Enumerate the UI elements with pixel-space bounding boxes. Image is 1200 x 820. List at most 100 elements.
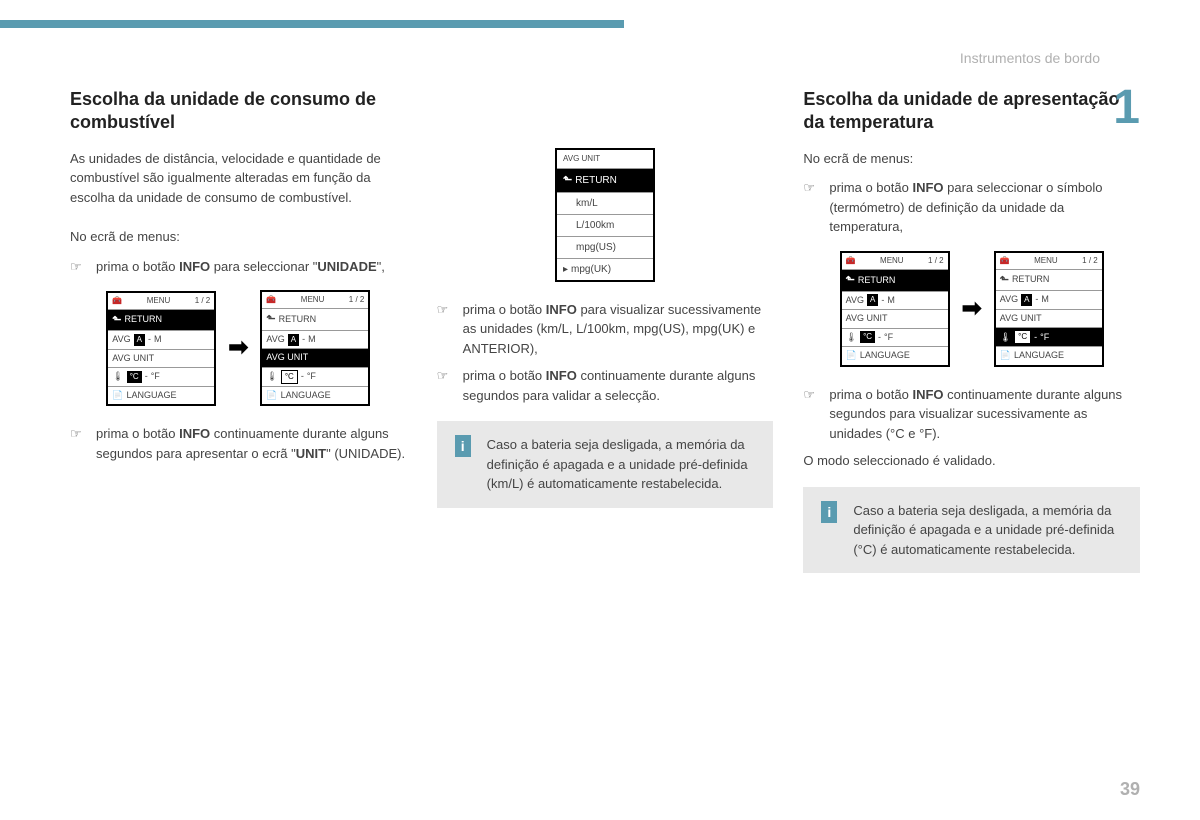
pointer-icon: ☞	[803, 178, 817, 237]
lcd-return: RETURN	[1012, 273, 1050, 287]
pointer-icon: ☞	[70, 257, 84, 277]
top-accent-bar	[0, 20, 624, 28]
bullet-text: prima o botão INFO para seleccionar o sí…	[829, 178, 1140, 237]
lcd-label: AVG UNIT	[1000, 312, 1042, 326]
info-icon: i	[455, 435, 471, 457]
lcd-return: RETURN	[575, 173, 617, 188]
lcd-screens-row: 🧰MENU1 / 2 ⬑RETURN AVG A - M AVG UNIT 🌡 …	[803, 251, 1140, 367]
lcd-label: AVG	[266, 333, 284, 347]
triangle-marker-icon: ▸	[563, 262, 568, 277]
lcd-box: A	[1021, 294, 1032, 306]
text: prima o botão	[96, 259, 179, 274]
bullet-item: ☞ prima o botão INFO para seleccionar "U…	[70, 257, 407, 277]
bullet-text: prima o botão INFO continuamente durante…	[463, 366, 774, 405]
lcd-label: MENU	[1034, 255, 1058, 267]
return-arrow-icon: ⬑	[266, 311, 275, 328]
lcd-label: °F	[151, 370, 160, 384]
lcd-page: 1 / 2	[195, 295, 211, 307]
lcd-box: A	[134, 334, 145, 346]
lcd-box: °C	[127, 371, 142, 383]
return-arrow-icon: ⬑	[112, 312, 121, 329]
lcd-label: AVG	[1000, 293, 1018, 307]
text: ",	[377, 259, 385, 274]
lcd-label: M	[887, 294, 895, 308]
bold-text: INFO	[912, 387, 943, 402]
lcd-label: LANGUAGE	[1014, 349, 1064, 363]
lcd-menu-screen: 🧰MENU1 / 2 ⬑RETURN AVG A - M AVG UNIT 🌡 …	[106, 291, 216, 407]
page-number: 39	[1120, 779, 1140, 800]
bullet-item: ☞ prima o botão INFO continuamente duran…	[437, 366, 774, 405]
lcd-page: 1 / 2	[928, 255, 944, 267]
lcd-box: A	[867, 294, 878, 306]
text: prima o botão	[96, 426, 179, 441]
heading-temp-unit: Escolha da unidade de apresentação da te…	[803, 88, 1140, 135]
lcd-menu-screen: 🧰MENU1 / 2 ⬑RETURN AVG A - M AVG UNIT 🌡 …	[840, 251, 950, 367]
lcd-label: LANGUAGE	[281, 389, 331, 403]
toolbox-icon: 🧰	[266, 294, 276, 306]
final-text: O modo seleccionado é validado.	[803, 451, 1140, 471]
pointer-icon: ☞	[70, 424, 84, 463]
lcd-unit-screen: AVG UNIT ⬑RETURN km/L L/100km mpg(US) ▸m…	[555, 148, 655, 282]
lcd-label: MENU	[147, 295, 171, 307]
lcd-box: °C	[281, 370, 298, 384]
bullet-item: ☞ prima o botão INFO para seleccionar o …	[803, 178, 1140, 237]
text: prima o botão	[829, 387, 912, 402]
toolbox-icon: 🧰	[1000, 255, 1010, 267]
lcd-label: °F	[884, 331, 893, 345]
lcd-label: MENU	[880, 255, 904, 267]
bold-text: INFO	[546, 368, 577, 383]
chapter-number: 1	[1113, 80, 1140, 135]
lcd-menu-screen: 🧰MENU1 / 2 ⬑RETURN AVG A - M AVG UNIT 🌡 …	[260, 290, 370, 406]
text: prima o botão	[463, 368, 546, 383]
bullet-item: ☞ prima o botão INFO continuamente duran…	[803, 385, 1140, 444]
bold-text: INFO	[179, 426, 210, 441]
intro-text: As unidades de distância, velocidade e q…	[70, 149, 407, 208]
section-label: Instrumentos de bordo	[960, 50, 1100, 66]
lcd-label: °F	[1040, 331, 1049, 345]
bullet-text: prima o botão INFO continuamente durante…	[829, 385, 1140, 444]
lcd-option: L/100km	[576, 218, 614, 233]
lcd-label: AVG UNIT	[563, 153, 600, 165]
lcd-option: mpg(UK)	[571, 262, 611, 277]
lcd-screens-row: AVG UNIT ⬑RETURN km/L L/100km mpg(US) ▸m…	[437, 148, 774, 282]
column-fuel-unit: Escolha da unidade de consumo de combust…	[70, 88, 407, 573]
arrow-right-icon: ➡	[962, 291, 982, 327]
bold-text: UNIT	[296, 446, 326, 461]
language-icon: 📄	[112, 389, 123, 403]
lcd-screens-row: 🧰MENU1 / 2 ⬑RETURN AVG A - M AVG UNIT 🌡 …	[70, 290, 407, 406]
lcd-label: °F	[307, 370, 316, 384]
lcd-page: 1 / 2	[1082, 255, 1098, 267]
lcd-label: LANGUAGE	[127, 389, 177, 403]
text: prima o botão	[463, 302, 546, 317]
bold-text: UNIDADE	[317, 259, 376, 274]
info-callout: i Caso a bateria seja desligada, a memór…	[437, 421, 774, 508]
bullet-item: ☞ prima o botão INFO continuamente duran…	[70, 424, 407, 463]
bullet-text: prima o botão INFO continuamente durante…	[96, 424, 407, 463]
return-arrow-icon: ⬑	[846, 272, 855, 289]
lcd-return: RETURN	[858, 274, 896, 288]
bold-text: INFO	[912, 180, 943, 195]
pointer-icon: ☞	[437, 366, 451, 405]
lcd-return: RETURN	[124, 313, 162, 327]
language-icon: 📄	[266, 389, 277, 403]
language-icon: 📄	[846, 349, 857, 363]
text: prima o botão	[829, 180, 912, 195]
lcd-page: 1 / 2	[349, 294, 365, 306]
menu-label: No ecrã de menus:	[70, 227, 407, 247]
text: para seleccionar "	[210, 259, 317, 274]
lcd-option: mpg(US)	[576, 240, 616, 255]
lcd-box: °C	[860, 331, 875, 343]
thermometer-icon: 🌡	[846, 331, 857, 345]
heading-fuel-unit: Escolha da unidade de consumo de combust…	[70, 88, 407, 135]
text: " (UNIDADE).	[326, 446, 405, 461]
arrow-right-icon: ➡	[228, 330, 248, 366]
toolbox-icon: 🧰	[846, 255, 856, 267]
lcd-label: AVG	[112, 333, 130, 347]
bullet-text: prima o botão INFO para visualizar suces…	[463, 300, 774, 359]
lcd-label: M	[1041, 293, 1049, 307]
pointer-icon: ☞	[437, 300, 451, 359]
lcd-label: AVG UNIT	[846, 312, 888, 326]
lcd-menu-screen: 🧰MENU1 / 2 ⬑RETURN AVG A - M AVG UNIT 🌡 …	[994, 251, 1104, 367]
lcd-label: AVG UNIT	[112, 352, 154, 366]
info-text: Caso a bateria seja desligada, a memória…	[487, 437, 748, 491]
